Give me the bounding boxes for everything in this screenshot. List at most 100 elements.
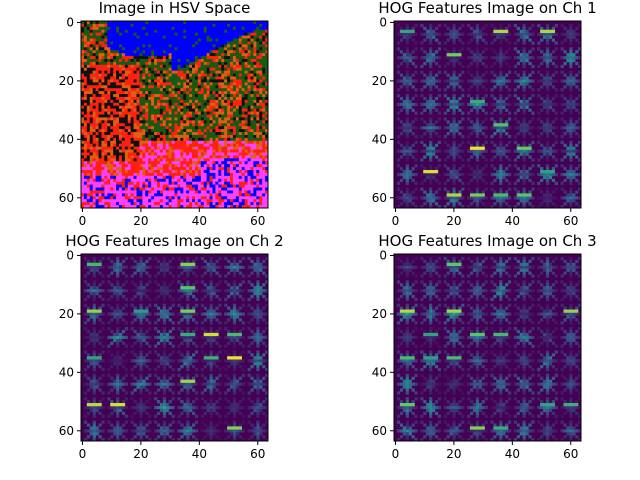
image-pixel [95, 120, 99, 124]
image-pixel [95, 29, 99, 33]
image-pixel [130, 111, 134, 115]
hog-pixel [396, 23, 401, 28]
image-pixel [124, 41, 129, 45]
hog-pixel [493, 32, 497, 36]
image-pixel [183, 29, 187, 33]
image-pixel [168, 167, 172, 171]
image-pixel [83, 120, 88, 124]
image-pixel [230, 38, 234, 42]
hog-pixel [434, 120, 439, 124]
image-pixel [118, 102, 123, 107]
image-pixel [159, 88, 164, 92]
image-pixel [139, 50, 143, 54]
hog-pixel [452, 47, 456, 51]
image-pixel [145, 146, 149, 150]
image-pixel [104, 64, 108, 69]
image-pixel [227, 164, 231, 168]
hog-pixel [522, 108, 526, 112]
hog-pixel [569, 85, 573, 89]
image-pixel [227, 123, 231, 127]
image-pixel [104, 82, 108, 86]
image-pixel [212, 111, 216, 115]
image-pixel [107, 58, 111, 63]
image-pixel [241, 21, 245, 25]
image-pixel [177, 193, 181, 197]
image-pixel [256, 85, 260, 89]
hog-pixel [507, 102, 512, 107]
hog-pixel [434, 108, 439, 112]
hog-pixel [481, 73, 485, 77]
image-pixel [98, 146, 102, 150]
image-pixel [247, 170, 251, 174]
image-pixel [110, 175, 114, 180]
image-pixel [186, 129, 190, 133]
image-pixel [218, 140, 222, 145]
image-pixel [224, 137, 228, 142]
image-pixel [203, 70, 207, 74]
image-pixel [215, 190, 219, 194]
hog-pixel [446, 85, 450, 89]
image-pixel [98, 64, 102, 69]
image-pixel [127, 50, 131, 54]
image-pixel [259, 117, 263, 121]
hog-pixel [545, 99, 550, 104]
image-pixel [253, 149, 257, 153]
image-pixel [200, 102, 205, 107]
image-pixel [194, 32, 199, 36]
image-pixel [230, 126, 234, 130]
image-pixel [177, 187, 181, 191]
image-pixel [113, 202, 117, 206]
image-pixel [227, 196, 231, 200]
image-pixel [183, 126, 187, 130]
image-pixel [215, 67, 219, 71]
image-pixel [218, 184, 222, 188]
image-pixel [212, 161, 216, 165]
image-pixel [209, 105, 213, 109]
image-pixel [224, 73, 228, 77]
image-pixel [127, 158, 131, 162]
hog-pixel [399, 50, 404, 54]
image-pixel [200, 158, 205, 162]
hog-pixel [408, 58, 412, 63]
hog-pixel [481, 26, 485, 31]
image-pixel [221, 193, 225, 197]
image-pixel [206, 111, 210, 115]
image-pixel [209, 193, 213, 197]
image-pixel [224, 88, 228, 92]
image-pixel [197, 202, 202, 206]
hog-pixel [475, 73, 480, 77]
hog-pixel [420, 41, 424, 45]
image-pixel [238, 41, 243, 45]
image-pixel [86, 64, 91, 69]
image-pixel [221, 56, 225, 60]
image-pixel [215, 202, 219, 206]
hog-pixel [543, 58, 547, 63]
hog-pixel [426, 53, 430, 57]
image-pixel [148, 21, 152, 25]
image-pixel [212, 67, 216, 71]
hog-pixel [551, 73, 556, 77]
image-pixel [224, 23, 228, 28]
image-pixel [177, 167, 181, 171]
image-pixel [253, 196, 257, 200]
image-pixel [183, 117, 187, 121]
image-pixel [244, 85, 248, 89]
hog-pixel [554, 41, 558, 45]
image-pixel [86, 38, 91, 42]
image-pixel [212, 190, 216, 194]
image-pixel [224, 187, 228, 191]
hog-pixel [569, 41, 573, 45]
hog-pixel [426, 76, 430, 80]
image-pixel [174, 158, 178, 162]
image-pixel [218, 161, 222, 165]
image-pixel [200, 96, 205, 101]
image-pixel [133, 26, 137, 31]
hog-pixel [537, 79, 541, 83]
image-pixel [250, 167, 254, 171]
image-pixel [194, 61, 199, 66]
image-pixel [186, 111, 190, 115]
hog-pixel [458, 79, 462, 83]
image-pixel [165, 120, 169, 124]
image-pixel [104, 99, 108, 104]
image-pixel [101, 64, 105, 69]
